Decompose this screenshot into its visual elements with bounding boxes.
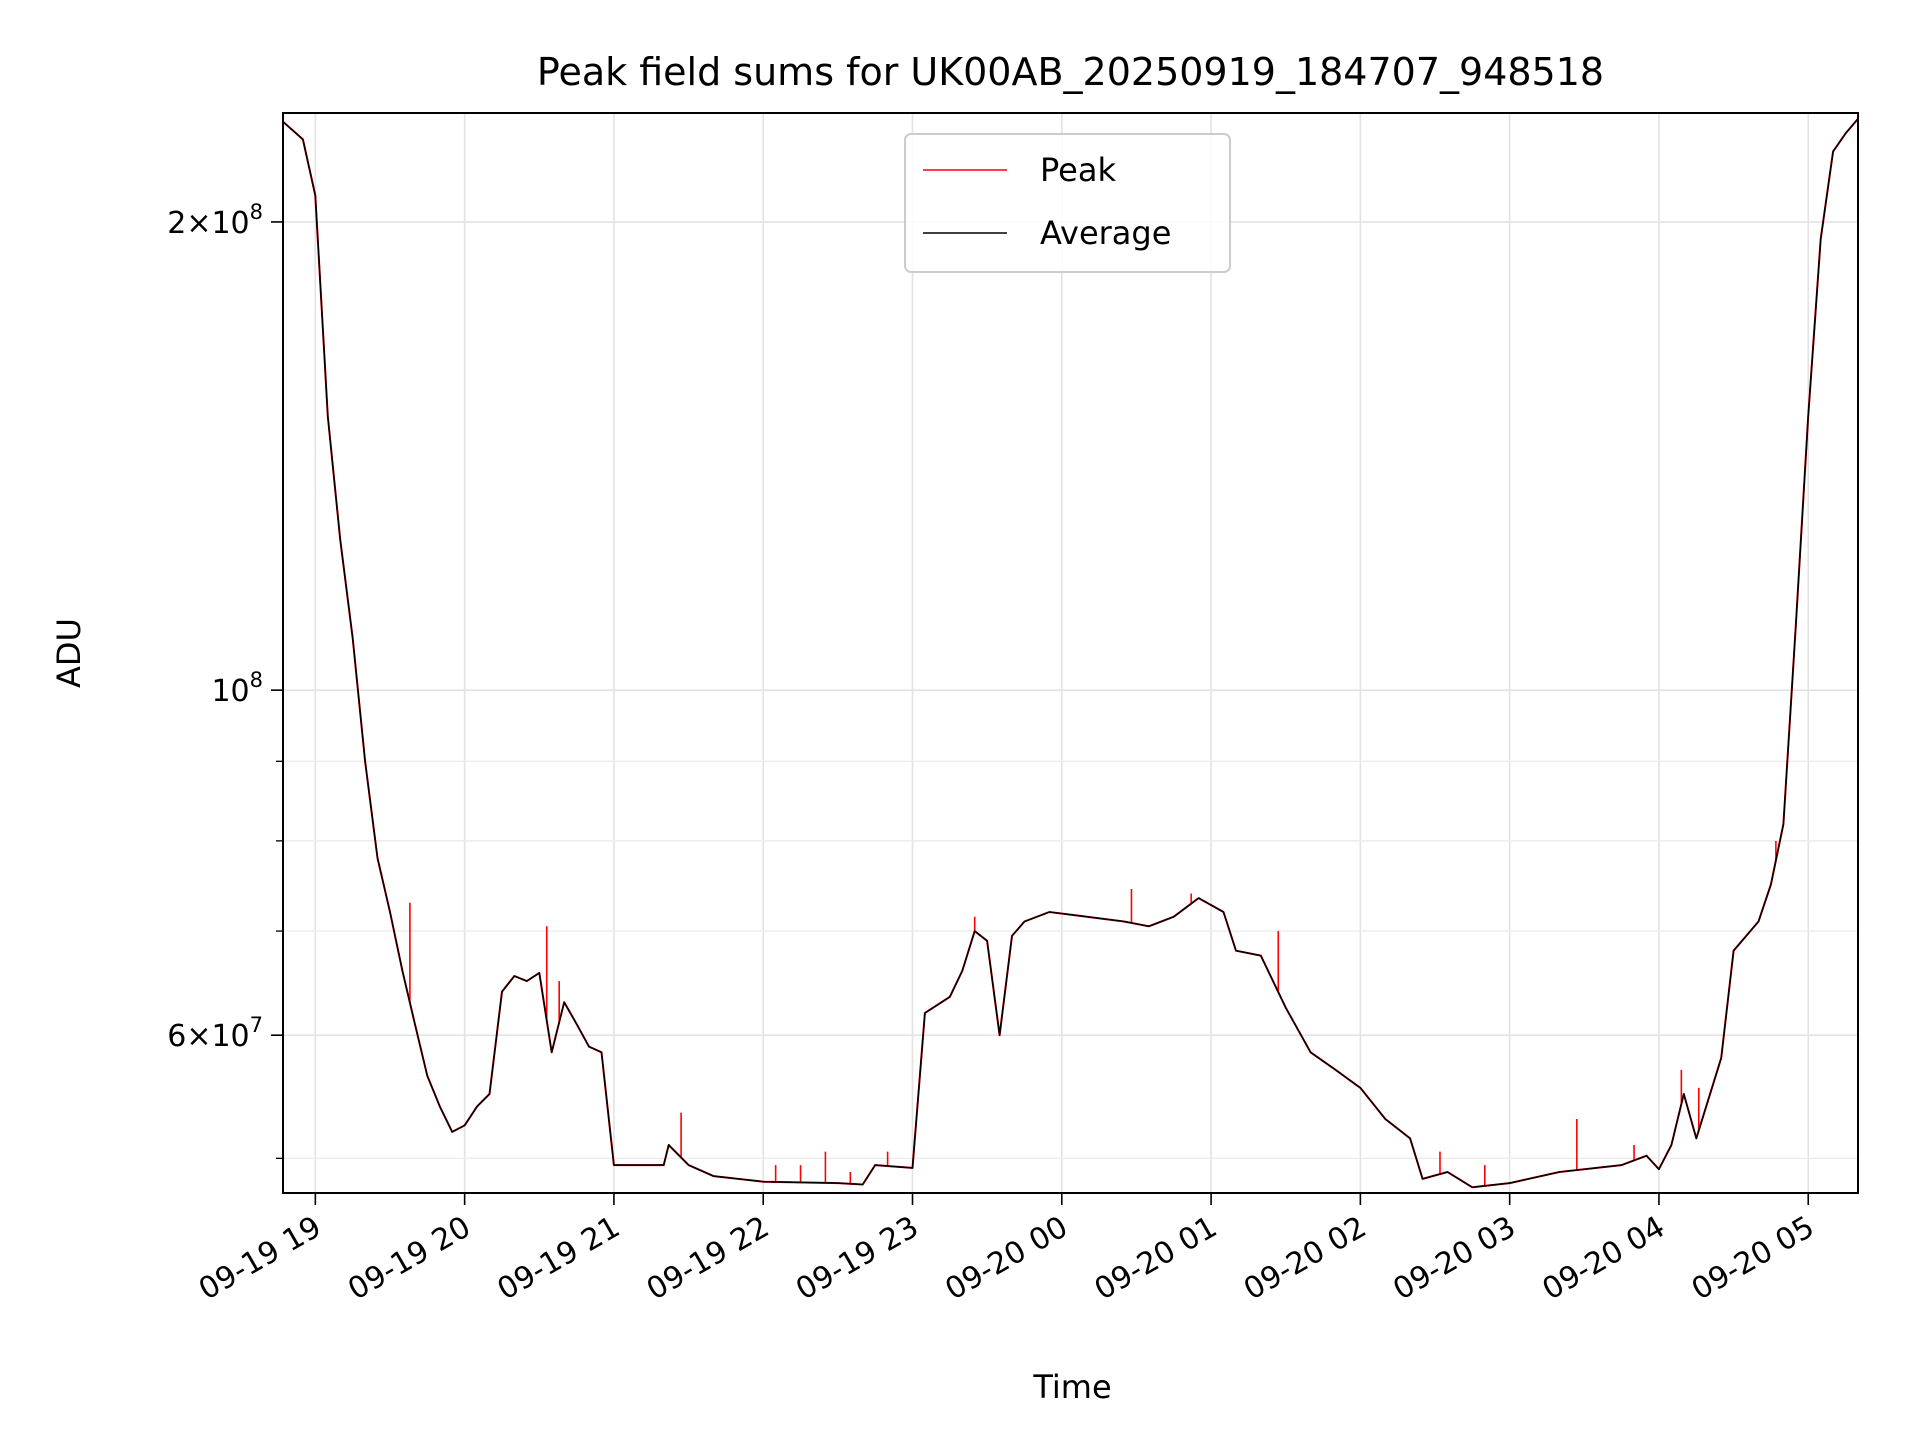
- x-tick-label: 09-19 20: [342, 1210, 476, 1308]
- series-layer: [283, 118, 1858, 1189]
- grid: [283, 113, 1858, 1193]
- y-tick-label: 6×107: [167, 1013, 263, 1054]
- y-tick-mantissa: 6: [167, 1019, 186, 1054]
- y-tick-exponent: 7: [250, 1013, 263, 1037]
- x-tick-label: 09-19 23: [790, 1210, 924, 1308]
- y-tick-exponent: 8: [250, 668, 263, 692]
- y-axis-label: ADU: [50, 618, 88, 688]
- legend: Peak Average: [904, 133, 1231, 273]
- x-tick-label: 09-20 01: [1089, 1210, 1223, 1308]
- x-axis-label: Time: [1032, 1368, 1111, 1406]
- x-tick-label: 09-20 02: [1238, 1210, 1372, 1308]
- y-tick-times: ×10: [186, 206, 249, 241]
- x-tick-label: 09-20 03: [1387, 1210, 1521, 1308]
- y-tick-times: ×10: [186, 1019, 249, 1054]
- x-tick-label: 09-19 22: [641, 1210, 775, 1308]
- y-tick-exponent: 8: [250, 200, 263, 224]
- plot-frame: [282, 112, 1859, 1194]
- y-tick-label: 108: [211, 668, 263, 709]
- y-tick-mantissa: 2: [167, 206, 186, 241]
- x-tick-label: 09-20 05: [1686, 1210, 1820, 1308]
- average-series-line: [283, 118, 1858, 1189]
- y-tick-label: 2×108: [167, 200, 263, 241]
- x-tick-label: 09-20 00: [939, 1210, 1073, 1308]
- peak-series-line: [283, 118, 1858, 1189]
- y-tick-base: 10: [211, 674, 249, 709]
- legend-box: [904, 133, 1231, 273]
- x-tick-label: 09-20 04: [1537, 1210, 1671, 1308]
- x-tick-label: 09-19 21: [492, 1210, 626, 1308]
- x-tick-label: 09-19 19: [193, 1210, 327, 1308]
- chart-title: Peak field sums for UK00AB_20250919_1847…: [537, 50, 1604, 94]
- legend-label: Average: [1040, 214, 1171, 252]
- x-axis: 09-19 19 09-19 20 09-19 21 09-19 22 09-19 23…: [193, 1193, 1820, 1307]
- legend-label: Peak: [1040, 151, 1116, 189]
